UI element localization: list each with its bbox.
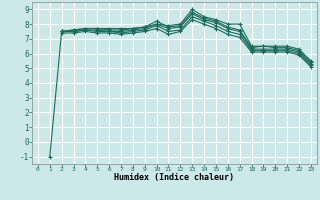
X-axis label: Humidex (Indice chaleur): Humidex (Indice chaleur) <box>115 173 234 182</box>
